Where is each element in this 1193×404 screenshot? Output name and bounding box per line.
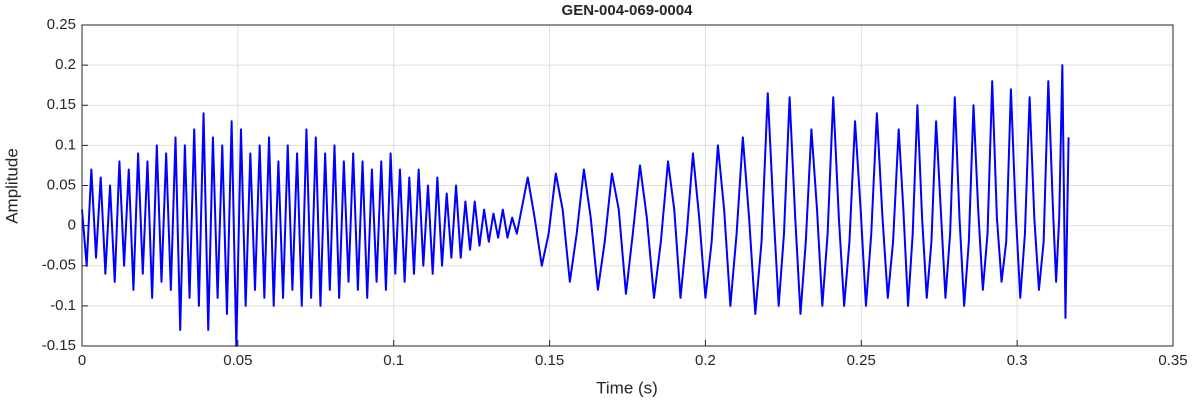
- y-tick-label: 0.25: [47, 16, 76, 33]
- y-tick-label: 0.1: [55, 136, 76, 153]
- chart-title: GEN-004-069-0004: [562, 2, 694, 19]
- y-tick-label: 0.15: [47, 96, 76, 113]
- y-tick-label: -0.05: [42, 257, 76, 274]
- plot-frame: [81, 24, 1174, 347]
- y-tick-label: -0.15: [42, 337, 76, 354]
- y-tick-label: 0.2: [55, 56, 76, 73]
- x-tick-label: 0.35: [1158, 352, 1187, 369]
- y-tick-label: 0.05: [47, 176, 76, 193]
- y-tick-label: -0.1: [50, 297, 76, 314]
- x-tick-label: 0.05: [223, 352, 252, 369]
- y-tick-label: 0: [68, 217, 76, 234]
- x-tick-label: 0: [78, 352, 86, 369]
- x-tick-label: 0.25: [847, 352, 876, 369]
- x-tick-label: 0.1: [383, 352, 404, 369]
- waveform-line: [81, 64, 1070, 347]
- x-axis-label: Time (s): [596, 378, 658, 397]
- y-axis-label: Amplitude: [2, 148, 21, 224]
- x-tick-label: 0.3: [1007, 352, 1028, 369]
- x-tick-label: 0.15: [535, 352, 564, 369]
- x-tick-label: 0.2: [695, 352, 716, 369]
